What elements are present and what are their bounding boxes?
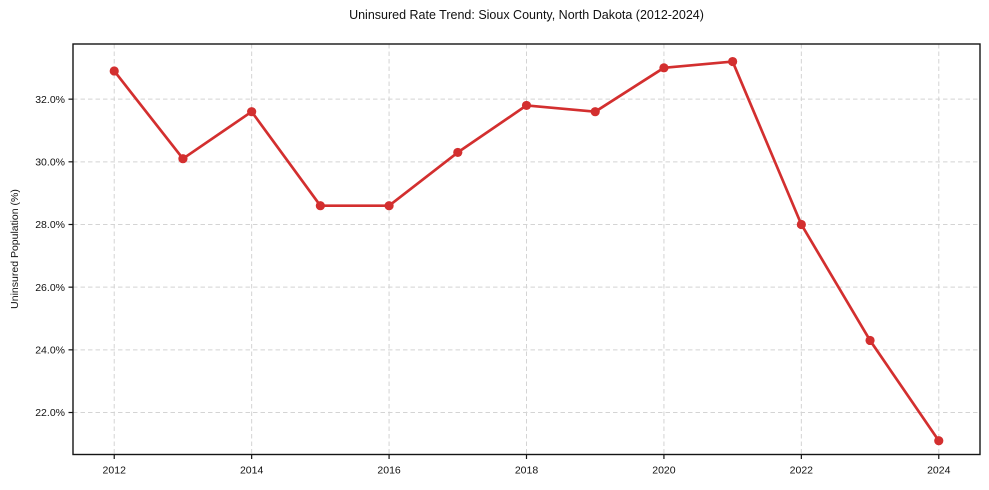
y-tick-label: 24.0%: [35, 344, 65, 356]
chart-title: Uninsured Rate Trend: Sioux County, Nort…: [349, 8, 704, 22]
data-point: [247, 107, 257, 117]
data-point: [315, 201, 325, 211]
data-point: [934, 436, 944, 446]
data-point: [728, 56, 738, 67]
x-tick-label: 2022: [790, 465, 814, 477]
data-point: [384, 201, 394, 211]
data-point: [659, 63, 669, 73]
data-point: [796, 219, 806, 230]
plot-border: [72, 43, 981, 456]
x-tick-label: 2012: [103, 465, 127, 477]
y-tick-label: 28.0%: [35, 219, 65, 231]
x-tick-label: 2020: [652, 465, 676, 477]
data-point: [453, 147, 463, 158]
x-tick-label: 2014: [240, 465, 264, 477]
data-point: [178, 154, 188, 164]
y-tick-label: 30.0%: [35, 156, 65, 168]
y-tick-label: 22.0%: [35, 407, 65, 419]
data-point: [109, 66, 119, 76]
x-tick-label: 2016: [377, 465, 401, 477]
x-tick-label: 2018: [515, 465, 539, 477]
y-tick-label: 32.0%: [35, 94, 65, 106]
data-point: [590, 107, 600, 117]
y-tick-label: 26.0%: [35, 282, 65, 294]
x-tick-label: 2024: [927, 465, 951, 477]
data-point: [521, 100, 532, 111]
data-point: [865, 335, 875, 346]
